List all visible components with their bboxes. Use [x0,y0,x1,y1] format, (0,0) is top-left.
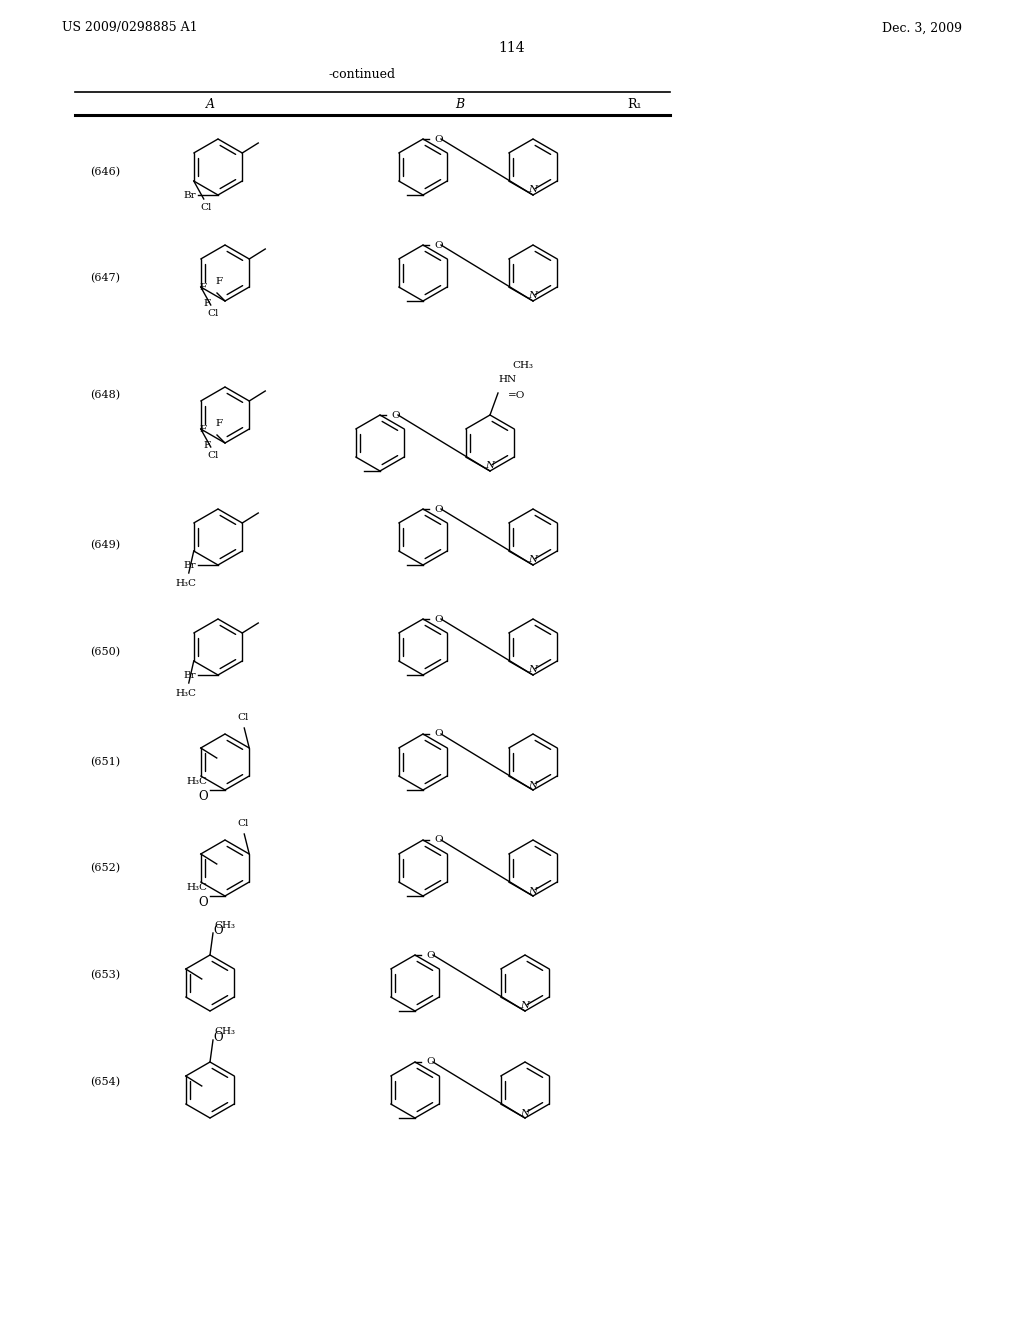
Text: Cl: Cl [238,713,249,722]
Text: F: F [200,284,207,293]
Text: Cl: Cl [207,451,218,459]
Text: (654): (654) [90,1077,120,1088]
Text: Br: Br [183,190,196,199]
Text: F: F [215,418,222,428]
Text: Cl: Cl [238,818,249,828]
Text: Br: Br [183,561,196,569]
Text: (652): (652) [90,863,120,873]
Text: F: F [204,298,211,308]
Text: O: O [434,615,442,623]
Text: Cl: Cl [207,309,218,318]
Text: (647): (647) [90,273,120,284]
Text: (646): (646) [90,166,120,177]
Text: N: N [528,186,538,194]
Text: CH₃: CH₃ [214,920,234,929]
Text: CH₃: CH₃ [214,1027,234,1036]
Text: N: N [520,1109,529,1118]
Text: (648): (648) [90,389,120,400]
Text: O: O [391,411,399,420]
Text: O: O [426,950,434,960]
Text: N: N [528,556,538,565]
Text: HN: HN [498,375,516,384]
Text: CH₃: CH₃ [512,360,534,370]
Text: (653): (653) [90,970,120,981]
Text: R₁: R₁ [628,99,642,111]
Text: O: O [434,240,442,249]
Text: H₃C: H₃C [175,579,197,587]
Text: O: O [199,895,208,908]
Text: US 2009/0298885 A1: US 2009/0298885 A1 [62,21,198,34]
Text: O: O [426,1057,434,1067]
Text: (651): (651) [90,756,120,767]
Text: O: O [434,836,442,845]
Text: F: F [204,441,211,450]
Text: -continued: -continued [329,69,395,82]
Text: N: N [528,887,538,895]
Text: N: N [528,292,538,301]
Text: O: O [213,924,222,937]
Text: Cl: Cl [200,203,211,213]
Text: O: O [199,789,208,803]
Text: F: F [215,276,222,285]
Text: Dec. 3, 2009: Dec. 3, 2009 [882,21,962,34]
Text: (650): (650) [90,647,120,657]
Text: B: B [456,99,465,111]
Text: N: N [528,780,538,789]
Text: F: F [200,425,207,434]
Text: N: N [485,462,495,470]
Text: N: N [520,1002,529,1011]
Text: H₃C: H₃C [175,689,197,698]
Text: =O: =O [508,391,525,400]
Text: N: N [528,665,538,675]
Text: (649): (649) [90,540,120,550]
Text: H₃C: H₃C [186,777,207,787]
Text: A: A [206,99,214,111]
Text: 114: 114 [499,41,525,55]
Text: O: O [434,504,442,513]
Text: O: O [434,730,442,738]
Text: Br: Br [183,671,196,680]
Text: O: O [434,135,442,144]
Text: H₃C: H₃C [186,883,207,892]
Text: O: O [213,1031,222,1044]
